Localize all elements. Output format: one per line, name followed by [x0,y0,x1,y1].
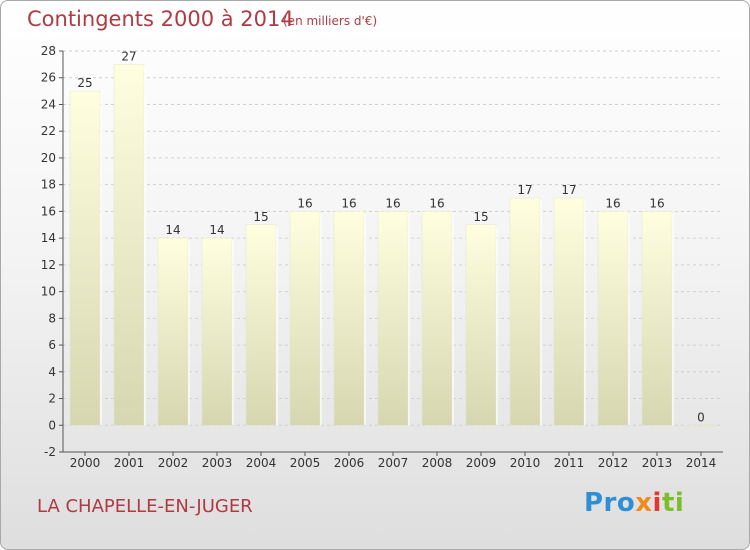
bar-2010 [509,197,541,426]
y-tick-label: 10 [41,285,56,299]
bar-2003 [201,237,233,426]
x-tick-label-2009: 2009 [466,456,497,470]
value-label-2005: 16 [297,196,312,210]
bar-2004 [245,224,277,426]
value-label-2007: 16 [385,196,400,210]
x-tick-label-2003: 2003 [202,456,233,470]
value-label-2006: 16 [341,196,356,210]
value-label-2014: 0 [697,410,705,424]
bar-highlight [276,226,278,426]
bar-2011 [553,197,585,426]
y-tick-label: 28 [41,44,56,58]
x-tick-label-2014: 2014 [686,456,717,470]
bar-highlight [584,200,586,426]
bar-highlight [452,213,454,426]
commune-name: LA CHAPELLE-EN-JUGER [37,496,253,517]
x-tick-label-2013: 2013 [642,456,673,470]
y-tick-label: 20 [41,151,56,165]
bar-highlight [628,213,630,426]
y-tick-label: 2 [48,392,56,406]
y-tick-label: -2 [44,445,56,459]
bar-2000 [69,90,101,426]
value-label-2008: 16 [429,196,444,210]
logo-part: x [635,488,653,518]
bar-highlight [320,213,322,426]
y-tick-label: 6 [48,338,56,352]
x-tick-label-2005: 2005 [290,456,321,470]
bar-2009 [465,224,497,426]
logo-part: ti [661,488,685,518]
bar-highlight [672,213,674,426]
bar-2002 [157,237,189,426]
bar-highlight [232,240,234,426]
y-tick-label: 26 [41,71,56,85]
y-tick-label: 14 [41,231,56,245]
bar-2005 [289,211,321,426]
y-tick-label: 18 [41,178,56,192]
y-tick-label: 0 [48,418,56,432]
logo-part: Pro [584,488,636,518]
y-tick-label: 24 [41,97,56,111]
bar-2008 [421,211,453,426]
x-tick-label-2011: 2011 [554,456,585,470]
value-label-2011: 17 [561,183,576,197]
bar-highlight [100,93,102,426]
value-label-2009: 15 [473,210,488,224]
bar-highlight [540,200,542,426]
chart-unit: (en milliers d'€) [283,14,378,28]
x-tick-label-2012: 2012 [598,456,629,470]
y-tick-label: 8 [48,311,56,325]
bar-highlight [496,226,498,426]
value-label-2002: 14 [165,223,180,237]
bar-2007 [377,211,409,426]
chart-title: Contingents 2000 à 2014 [27,7,294,31]
bars [69,64,717,427]
value-label-2001: 27 [121,49,136,63]
value-label-2010: 17 [517,183,532,197]
bar-2012 [597,211,629,426]
logo-part: i [652,488,662,518]
bar-highlight [144,66,146,426]
value-label-2003: 14 [209,223,224,237]
x-tick-label-2004: 2004 [246,456,277,470]
bar-highlight [188,240,190,426]
bar-2001 [113,64,145,426]
x-tick-label-2010: 2010 [510,456,541,470]
value-label-2013: 16 [649,196,664,210]
x-tick-label-2006: 2006 [334,456,365,470]
value-label-2000: 25 [77,76,92,90]
x-tick-label-2008: 2008 [422,456,453,470]
x-tick-label-2001: 2001 [114,456,145,470]
bar-2013 [641,211,673,426]
y-tick-label: 4 [48,365,56,379]
value-label-2004: 15 [253,210,268,224]
x-tick-label-2007: 2007 [378,456,409,470]
x-tick-label-2000: 2000 [70,456,101,470]
y-tick-label: 16 [41,204,56,218]
x-tick-label-2002: 2002 [158,456,189,470]
bar-highlight [408,213,410,426]
bar-2006 [333,211,365,426]
y-tick-label: 12 [41,258,56,272]
data-labels: 25 27 14 14 15 16 16 16 16 15 17 17 16 16 0 [77,49,704,424]
bar-highlight [364,213,366,426]
value-label-2012: 16 [605,196,620,210]
y-tick-label: 22 [41,124,56,138]
bar-2014 [685,425,717,427]
proxiti-logo: Proxiti [584,488,684,518]
